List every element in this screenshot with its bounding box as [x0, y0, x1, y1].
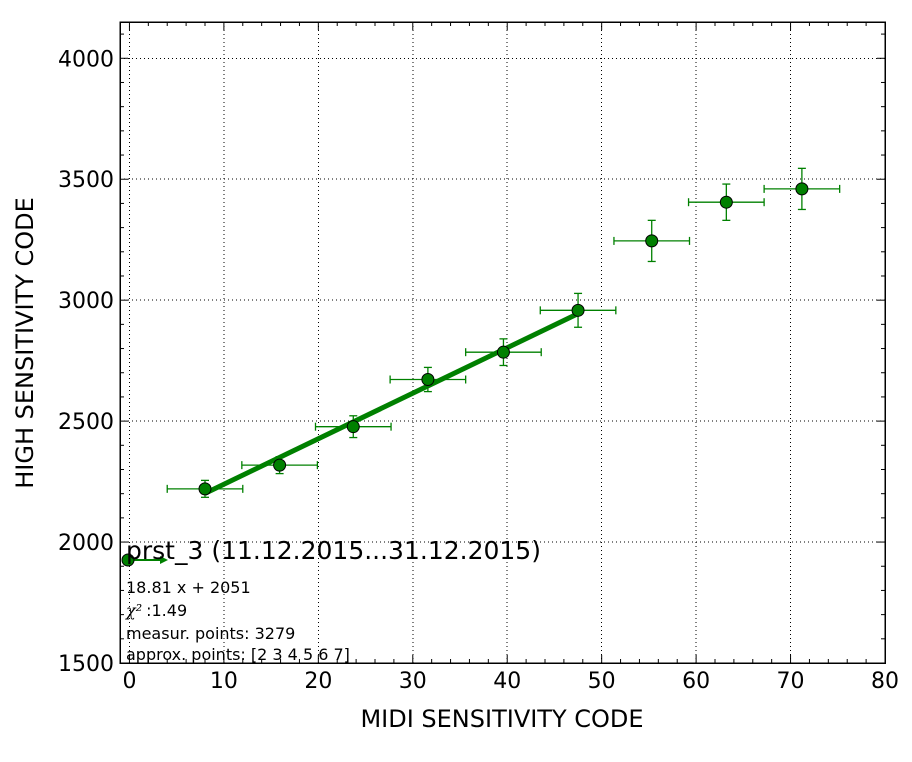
- data-point: [613, 219, 691, 263]
- data-points: [166, 167, 841, 498]
- grid: [120, 22, 885, 663]
- point-marker: [346, 420, 360, 434]
- y-tick-label: 3500: [58, 168, 114, 193]
- legend: prst_3 (11.12.2015...31.12.2015) 18.81 x…: [121, 536, 541, 664]
- legend-chi2: χ²:1.49: [125, 601, 187, 620]
- x-tick-label: 80: [871, 669, 899, 694]
- x-tick-label: 60: [682, 669, 710, 694]
- legend-chi2-symbol: χ²: [125, 601, 142, 620]
- x-tick-label: 10: [210, 669, 238, 694]
- point-marker: [421, 373, 435, 387]
- legend-approx-points: approx. points: [2 3 4 5 6 7]: [126, 645, 350, 664]
- x-axis-label: MIDI SENSITIVITY CODE: [360, 705, 643, 733]
- y-tick-label: 2000: [58, 531, 114, 556]
- x-tick-label: 0: [122, 669, 136, 694]
- legend-title: prst_3 (11.12.2015...31.12.2015): [126, 536, 541, 565]
- x-tick-label: 70: [777, 669, 805, 694]
- fit-line-group: [203, 311, 580, 496]
- y-tick-label: 3000: [58, 289, 114, 314]
- axes-frame: [119, 21, 886, 664]
- y-tick-label: 4000: [58, 47, 114, 72]
- plot-frame: [119, 21, 886, 664]
- y-tick-label: 2500: [58, 410, 114, 435]
- point-marker: [571, 303, 585, 317]
- point-marker: [496, 345, 510, 359]
- x-tick-label: 50: [588, 669, 616, 694]
- legend-measurement-points: measur. points: 3279: [126, 624, 295, 643]
- data-point: [241, 456, 319, 475]
- point-marker: [795, 182, 809, 196]
- data-point: [539, 292, 617, 328]
- y-axis-label: HIGH SENSITIVITY CODE: [11, 197, 39, 489]
- data-point: [687, 183, 765, 221]
- legend-arrow-icon: [160, 556, 168, 564]
- x-tick-label: 40: [493, 669, 521, 694]
- y-tick-label: 1500: [58, 652, 114, 677]
- data-point: [314, 415, 392, 439]
- y-axis-ticks: 1500 2000 2500 3000 3500 4000: [58, 33, 885, 677]
- fit-line: [203, 311, 580, 496]
- data-point: [166, 479, 244, 498]
- x-tick-label: 20: [304, 669, 332, 694]
- legend-marker: [121, 553, 135, 567]
- legend-chi2-value: :1.49: [146, 601, 187, 620]
- data-point: [465, 338, 542, 367]
- point-marker: [719, 195, 733, 209]
- point-marker: [198, 482, 212, 496]
- legend-fit-equation: 18.81 x + 2051: [126, 578, 251, 597]
- x-tick-label: 30: [399, 669, 427, 694]
- point-marker: [645, 234, 659, 248]
- point-marker: [273, 458, 287, 472]
- x-axis-ticks: 0 10 20 30 40 50 60 70 80: [122, 22, 899, 694]
- data-point: [389, 366, 467, 393]
- data-point: [763, 167, 841, 211]
